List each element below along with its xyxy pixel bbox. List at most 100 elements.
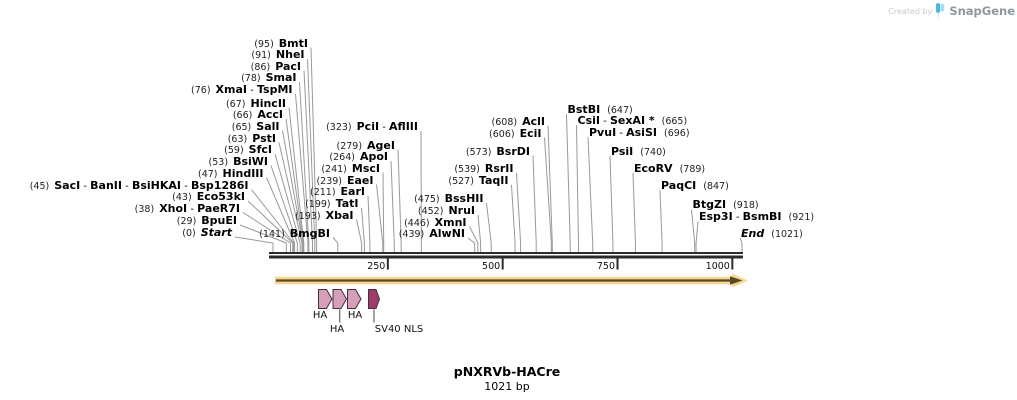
site-position: (66) <box>232 110 253 121</box>
callout-line <box>566 113 571 252</box>
enzyme-name: BmgBI <box>289 226 330 240</box>
callout-line <box>587 136 594 252</box>
callout-line <box>251 189 295 252</box>
site-label[interactable]: (606) EciI <box>489 127 541 140</box>
enzyme-name: XmnI <box>434 215 467 229</box>
enzyme-name: AlwNI <box>429 227 465 240</box>
site-label[interactable]: (65) SalI <box>232 120 280 133</box>
ruler-tick-label: 500 <box>482 260 501 272</box>
site-label[interactable]: (475) BssHII <box>414 192 483 205</box>
callout-line <box>234 236 274 252</box>
name-separator: - <box>122 180 132 192</box>
site-label[interactable]: (76) XmaI - TspMI <box>191 83 292 96</box>
ruler-tick-label: 1000 <box>705 260 730 272</box>
site-label[interactable]: PvuI - AsiSI (696) <box>589 126 690 139</box>
site-label[interactable]: (47) HindIII <box>198 167 263 180</box>
site-label[interactable]: (199) TatI <box>305 197 358 210</box>
feature-label[interactable]: SV40 NLS <box>374 324 424 335</box>
site-label[interactable]: (439) AlwNI <box>399 227 465 240</box>
name-separator: - <box>247 85 257 96</box>
site-position: (696) <box>663 127 690 139</box>
site-label[interactable]: Esp3I - BsmBI (921) <box>699 210 814 223</box>
site-label[interactable]: (211) EarI <box>310 185 365 198</box>
site-label[interactable]: (43) Eco53kI <box>172 190 245 203</box>
site-label[interactable]: (539) RsrII <box>454 162 513 175</box>
site-label[interactable]: (608) AclI <box>492 115 545 128</box>
site-label[interactable]: (86) PacI <box>251 60 301 73</box>
site-label[interactable]: (193) XbaI <box>295 209 353 222</box>
site-position: (446) <box>404 217 430 229</box>
callout-line <box>544 137 552 252</box>
enzyme-name: AflIII <box>389 120 418 133</box>
callout-line <box>242 212 291 252</box>
enzyme-name: PacI <box>275 59 301 73</box>
enzyme-name: PvuI <box>589 125 617 139</box>
site-label[interactable]: (38) XhoI - PaeR7I <box>135 202 240 215</box>
ruler-tick-label: 250 <box>367 260 386 272</box>
site-label[interactable]: (95) BmtI <box>254 37 308 50</box>
site-label[interactable]: (323) PciI - AflIII <box>326 120 418 133</box>
feature-arrow[interactable] <box>318 289 333 309</box>
site-label[interactable]: (53) BsiWI <box>209 155 268 168</box>
feature-label[interactable]: HA <box>312 310 328 321</box>
site-position: (45) <box>29 180 50 192</box>
site-label[interactable]: PsiI (740) <box>611 145 666 158</box>
site-label[interactable]: (446) XmnI <box>404 216 466 229</box>
site-label[interactable]: (241) MscI <box>321 162 380 175</box>
site-position: (921) <box>788 212 815 223</box>
site-position: (847) <box>703 181 729 192</box>
site-label[interactable]: (573) BsrDI <box>466 145 530 158</box>
site-label[interactable]: (91) NheI <box>251 48 304 61</box>
ruler-bar-bottom <box>269 255 743 259</box>
callout-line <box>299 81 310 252</box>
site-label[interactable]: PaqCI (847) <box>661 179 729 192</box>
site-label[interactable]: EcoRV (789) <box>634 162 705 175</box>
site-label[interactable]: (0) Start <box>182 226 232 239</box>
plasmid-title: pNXRVb-HACre <box>453 364 561 379</box>
name-separator: - <box>181 180 191 192</box>
enzyme-name: NruI <box>448 204 475 217</box>
site-label[interactable]: (63) PstI <box>228 132 276 145</box>
site-position: (67) <box>225 98 246 110</box>
site-position: (264) <box>329 152 355 163</box>
site-position: (239) <box>316 175 342 187</box>
enzyme-name: BtgZI <box>692 198 727 211</box>
site-label[interactable]: (452) NruI <box>418 204 475 217</box>
site-label[interactable]: CsiI - SexAI * (665) <box>578 114 688 127</box>
enzyme-name: TatI <box>335 197 359 210</box>
site-position: (647) <box>607 104 633 116</box>
callout-line <box>288 107 305 252</box>
feature-arrow[interactable] <box>332 289 348 309</box>
site-label[interactable]: (66) AccI <box>233 108 283 121</box>
feature-arrow[interactable] <box>347 289 362 309</box>
callout-line <box>659 190 663 252</box>
site-position: (1021) <box>771 228 803 240</box>
site-label[interactable]: (141) BmgBI <box>259 227 330 240</box>
site-label[interactable]: BstBI (647) <box>568 103 633 116</box>
callout-line <box>307 58 316 252</box>
callout-line <box>632 172 636 252</box>
site-label[interactable]: BtgZI (918) <box>693 198 759 211</box>
feature-label[interactable]: HA <box>347 310 363 321</box>
callout-line <box>266 177 296 252</box>
site-label[interactable]: (29) BpuEI <box>177 214 237 227</box>
site-label[interactable]: (67) HincII <box>226 97 286 110</box>
site-label[interactable]: (279) AgeI <box>337 139 396 152</box>
site-position: (740) <box>640 146 666 158</box>
enzyme-name: AsiSI <box>626 125 657 139</box>
site-position: (789) <box>679 163 706 175</box>
feature-label[interactable]: HA <box>329 324 345 335</box>
site-label[interactable]: (239) EaeI <box>316 174 373 187</box>
site-position: (59) <box>224 145 244 156</box>
site-label[interactable]: (78) SmaI <box>241 71 296 84</box>
site-position: (95) <box>254 38 274 50</box>
site-label[interactable]: End (1021) <box>741 227 803 240</box>
site-label[interactable]: (59) SfcI <box>224 143 272 156</box>
feature-arrow[interactable] <box>368 289 381 309</box>
enzyme-name: BanII <box>90 178 122 192</box>
site-label[interactable]: (264) ApoI <box>329 150 388 163</box>
site-position: (193) <box>295 210 321 222</box>
site-label[interactable]: (527) TaqII <box>448 174 508 187</box>
site-position: (527) <box>448 176 474 187</box>
site-label[interactable]: (45) SacI - BanII - BsiHKAI - Bsp1286I <box>30 179 249 192</box>
